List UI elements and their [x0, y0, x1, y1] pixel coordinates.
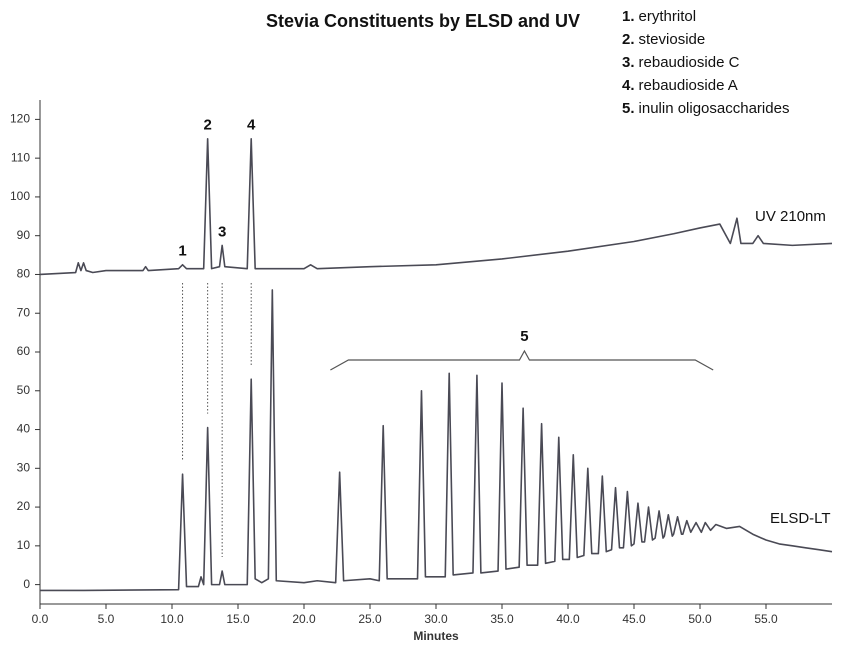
- series-line: [39, 137, 833, 276]
- legend-name: erythritol: [639, 8, 697, 25]
- y-tick-label: 0: [23, 577, 30, 591]
- x-tick-label: 35.0: [490, 612, 514, 626]
- legend-number: 4.: [622, 77, 635, 94]
- group-label: 5: [520, 328, 528, 345]
- y-tick-label: 30: [17, 460, 31, 474]
- x-tick-label: 15.0: [226, 612, 250, 626]
- peak-label: 4: [247, 117, 256, 134]
- peak-label: 3: [218, 223, 226, 240]
- y-tick-label: 50: [17, 383, 31, 397]
- x-tick-label: 45.0: [622, 612, 646, 626]
- peak-label: 1: [178, 243, 186, 260]
- x-tick-label: 25.0: [358, 612, 382, 626]
- series-label: ELSD-LT: [770, 510, 831, 527]
- chart-title: Stevia Constituents by ELSD and UV: [266, 11, 580, 31]
- legend-name: rebaudioside A: [639, 77, 738, 94]
- legend-item: 3. rebaudioside C: [622, 54, 740, 71]
- y-tick-label: 40: [17, 422, 31, 436]
- legend-name: inulin oligosaccharides: [639, 100, 790, 117]
- x-tick-label: 0.0: [32, 612, 49, 626]
- x-tick-label: 55.0: [754, 612, 778, 626]
- series-line: [40, 289, 833, 592]
- x-tick-label: 50.0: [688, 612, 712, 626]
- y-tick-label: 70: [17, 305, 31, 319]
- legend-item: 1. erythritol: [622, 8, 696, 25]
- legend-name: rebaudioside C: [639, 54, 740, 71]
- legend-number: 2.: [622, 31, 635, 48]
- legend-item: 2. stevioside: [622, 31, 705, 48]
- y-tick-label: 100: [10, 189, 30, 203]
- y-tick-label: 90: [17, 228, 31, 242]
- y-tick-label: 120: [10, 112, 30, 126]
- x-tick-label: 20.0: [292, 612, 316, 626]
- y-tick-label: 60: [17, 344, 31, 358]
- legend-number: 3.: [622, 54, 635, 71]
- legend-item: 5. inulin oligosaccharides: [622, 100, 789, 117]
- peak-label: 2: [203, 117, 211, 134]
- legend-item: 4. rebaudioside A: [622, 77, 738, 94]
- y-tick-label: 110: [11, 150, 30, 164]
- y-tick-label: 10: [17, 538, 31, 552]
- y-tick-label: 80: [17, 267, 31, 281]
- legend-number: 5.: [622, 100, 635, 117]
- x-tick-label: 40.0: [556, 612, 580, 626]
- x-tick-label: 10.0: [160, 612, 184, 626]
- x-axis-title: Minutes: [413, 629, 459, 643]
- legend-number: 1.: [622, 8, 635, 25]
- x-tick-label: 30.0: [424, 612, 448, 626]
- series-label: UV 210nm: [755, 208, 826, 225]
- x-tick-label: 5.0: [98, 612, 115, 626]
- y-tick-label: 20: [17, 499, 31, 513]
- group-bracket: [330, 349, 714, 371]
- legend-name: stevioside: [639, 31, 706, 48]
